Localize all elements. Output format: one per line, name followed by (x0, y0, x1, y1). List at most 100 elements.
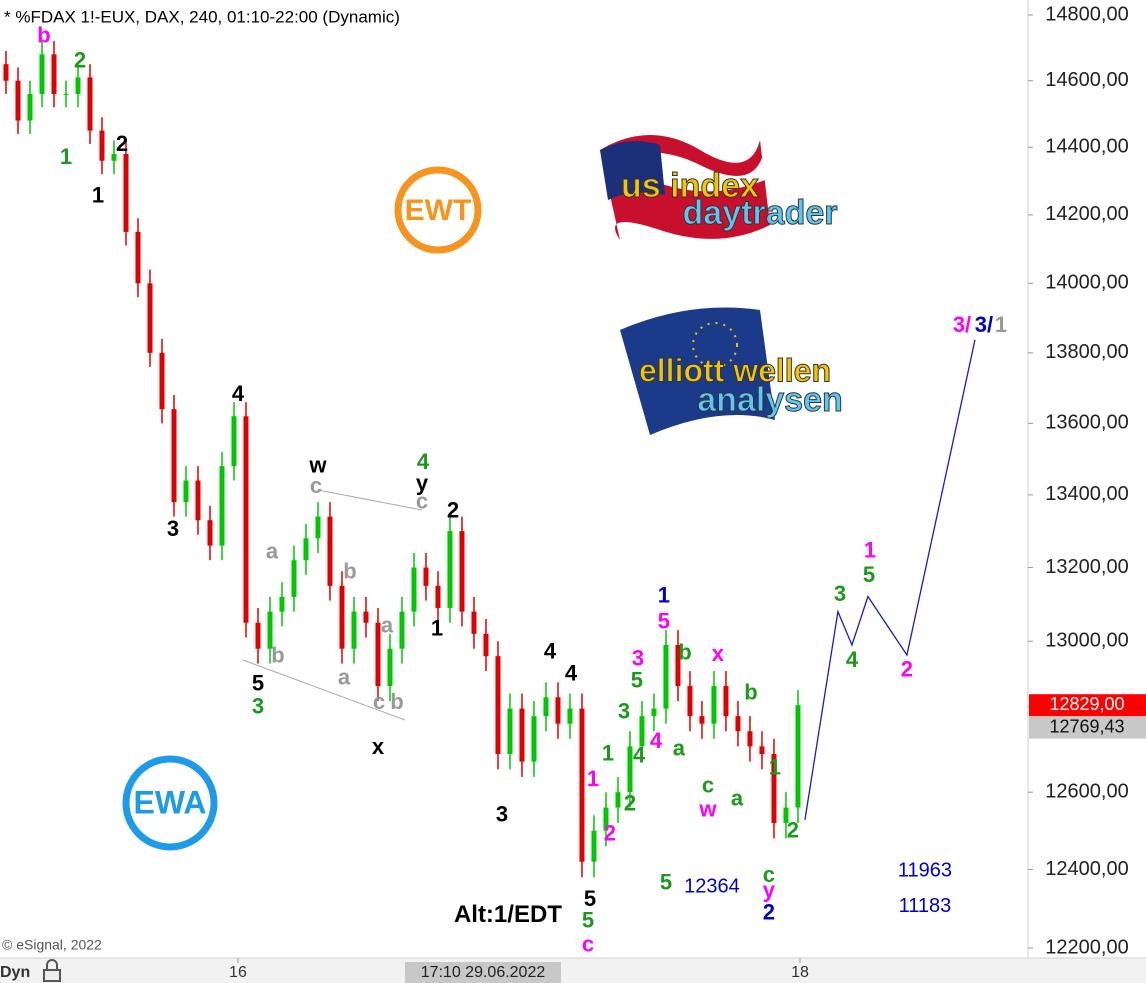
wave-label: 1 (60, 144, 72, 169)
candle-body (27, 93, 33, 121)
candle-body (327, 516, 333, 586)
chart-title: * %FDAX 1!-EUX, DAX, 240, 01:10-22:00 (D… (4, 7, 400, 26)
wave-label: 4 (544, 639, 557, 664)
candle-body (435, 585, 441, 608)
candle-body (147, 283, 153, 353)
y-tick-label: 14000,00 (1045, 272, 1128, 294)
candle-body (279, 596, 285, 612)
candle-body (783, 807, 789, 823)
candle-body (15, 80, 21, 121)
y-tick-label: 14600,00 (1045, 69, 1128, 91)
candle-body (267, 611, 273, 649)
candle-body (531, 716, 537, 762)
candle-body (243, 416, 249, 623)
wave-label: c (702, 773, 714, 798)
candle-body (291, 560, 297, 597)
candle-body (771, 754, 777, 823)
candle-body (303, 538, 309, 561)
wave-label: 2 (901, 657, 913, 682)
candle-body (747, 731, 753, 747)
price-note: 11183 (899, 895, 952, 917)
price-note: 11963 (898, 859, 952, 881)
wave-label: 5 (631, 668, 643, 693)
wave-label: 5 (252, 671, 264, 696)
candle-body (663, 644, 669, 709)
wave-label: 1 (769, 754, 781, 779)
wave-label: 3 (167, 516, 179, 541)
wave-label: 1 (92, 183, 104, 208)
candle-body (447, 531, 453, 608)
y-tick-label: 14200,00 (1045, 203, 1128, 225)
x-tick-label: 18 (791, 964, 809, 981)
cursor-label: 17:10 29.06.2022 (421, 964, 546, 981)
candle-body (87, 77, 93, 131)
x-tick-label: 16 (229, 964, 247, 981)
candle-body (555, 697, 561, 724)
lock-icon (43, 959, 61, 982)
wave-label: c (582, 931, 594, 956)
ewa-logo: EWA (122, 755, 218, 851)
logo-text: elliott wellen (639, 352, 831, 388)
wave-label: 4 (846, 647, 859, 672)
candle-body (111, 154, 117, 161)
price-note: 12364 (684, 875, 740, 897)
wave-label: 1 (864, 538, 876, 563)
wave-label: b (744, 680, 757, 705)
candle-body (195, 480, 201, 521)
candle-body (591, 830, 597, 862)
wave-label: a (266, 539, 279, 564)
candle-body (39, 54, 45, 94)
candle-body (615, 792, 621, 808)
wave-label: b (343, 558, 356, 583)
candle-body (495, 656, 501, 755)
y-tick-label: 13200,00 (1045, 556, 1128, 578)
cursor-label-bg (404, 962, 561, 983)
wave-label: 3 (834, 581, 846, 606)
candle-body (231, 416, 237, 467)
copyright: © eSignal, 2022 (2, 937, 102, 953)
candle-body (687, 686, 693, 717)
x-axis-strip (0, 958, 1146, 983)
wave-label: 3 (496, 801, 508, 826)
us-logo: us index daytrader (600, 135, 838, 240)
wave-label: 2 (447, 498, 459, 523)
wave-label: 3/ (953, 312, 971, 337)
wave-label: x (712, 641, 725, 666)
channel-line (242, 659, 406, 721)
wave-label: 4 (650, 728, 663, 753)
candle-body (543, 697, 549, 717)
wave-label: 2 (74, 48, 86, 73)
candle-body (411, 567, 417, 612)
wave-label: 2 (763, 899, 775, 924)
y-tick-label: 13400,00 (1045, 483, 1128, 505)
wave-label: b (678, 640, 691, 665)
wave-label: 5 (582, 907, 594, 932)
candle-body (123, 154, 129, 232)
candle-body (315, 516, 321, 539)
logo-text: EWT (405, 194, 472, 227)
candle-body (159, 352, 165, 410)
candle-body (795, 705, 801, 808)
candle-body (3, 64, 9, 81)
candle-body (603, 807, 609, 831)
candle-body (399, 611, 405, 649)
candle-body (471, 611, 477, 634)
candle-body (363, 611, 369, 623)
wave-label: 1 (602, 741, 614, 766)
channel-line (317, 489, 423, 511)
candle-body (711, 686, 717, 724)
y-tick-label: 13800,00 (1045, 341, 1128, 363)
wave-label: a (731, 785, 744, 810)
candle-body (675, 644, 681, 687)
wave-label: c (416, 489, 428, 514)
price-box (1029, 694, 1146, 717)
wave-label: 5 (863, 562, 875, 587)
wave-label: 1 (995, 312, 1007, 337)
candle-body (639, 716, 645, 747)
candle-body (699, 716, 705, 724)
wave-label: c (310, 473, 322, 498)
candle-body (351, 611, 357, 649)
logo-text: us index (621, 167, 759, 205)
wave-label: a (338, 665, 351, 690)
